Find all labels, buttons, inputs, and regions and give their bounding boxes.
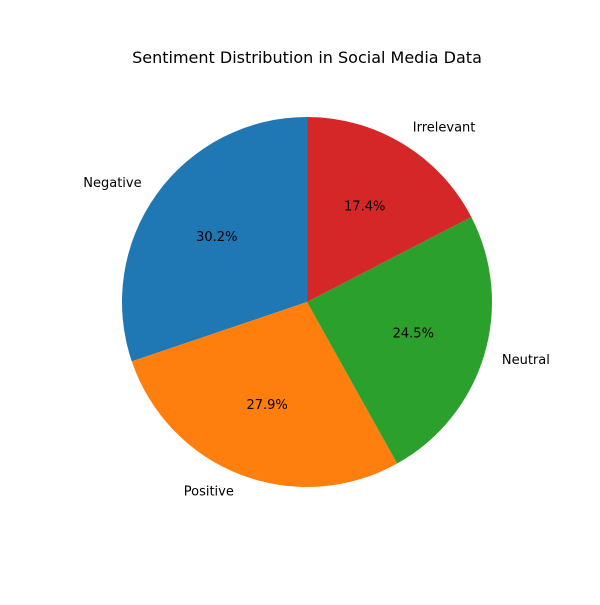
slice-percent-positive: 27.9% — [246, 398, 287, 413]
slice-label-neutral: Neutral — [502, 353, 550, 368]
pie-labels: Negative 30.2% Positive 27.9% Neutral 24.5% Ir… — [83, 121, 550, 500]
slice-percent-neutral: 24.5% — [393, 326, 434, 341]
slice-percent-irrelevant: 17.4% — [344, 200, 385, 215]
slice-label-positive: Positive — [184, 484, 234, 499]
slice-percent-negative: 30.2% — [196, 230, 237, 245]
pie-slice-positive — [131, 302, 398, 487]
pie-slice-negative — [121, 117, 307, 362]
pie-slices — [121, 117, 492, 487]
slice-label-irrelevant: Irrelevant — [413, 121, 476, 136]
slice-label-negative: Negative — [83, 176, 141, 191]
pie-slice-irrelevant — [307, 117, 472, 302]
pie-slice-neutral — [307, 216, 492, 464]
chart-title: Sentiment Distribution in Social Media D… — [132, 48, 482, 67]
